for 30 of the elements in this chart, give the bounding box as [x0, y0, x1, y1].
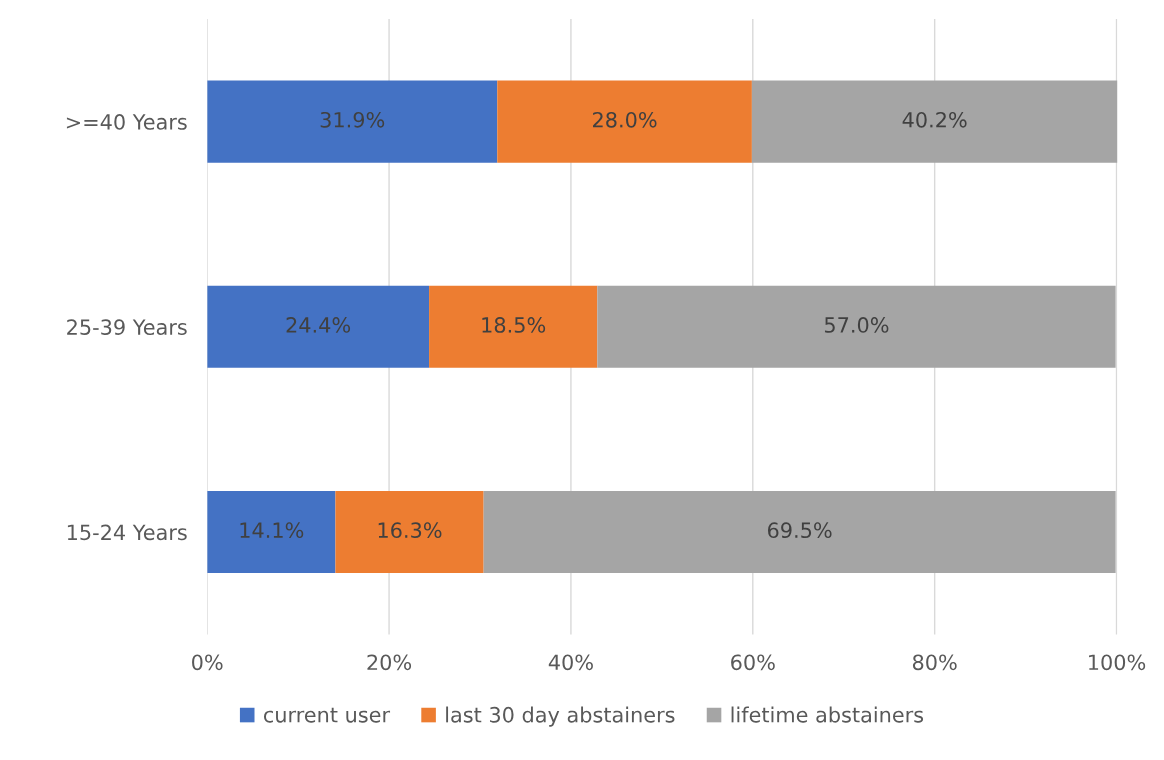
x-tick-label: 80%	[912, 654, 957, 671]
data-label: 69.5%	[767, 522, 832, 539]
bar	[597, 285, 1116, 368]
legend-label: current user	[263, 707, 391, 723]
y-tick-label: 15-24 Years	[67, 524, 187, 541]
data-label: 18.5%	[482, 317, 546, 333]
data-label: 40.2%	[902, 111, 967, 128]
legend-label: lifetime abstainers	[731, 706, 924, 723]
x-tick-label: 0%	[192, 654, 223, 671]
bar	[207, 80, 498, 163]
bar	[497, 80, 752, 163]
data-label: 14.1%	[240, 522, 304, 539]
x-tick-label: 40%	[548, 654, 593, 671]
data-label: 16.3%	[378, 522, 442, 539]
data-label: 31.9%	[320, 111, 385, 128]
x-tick-label: 20%	[367, 654, 412, 671]
x-tick-label: 60%	[731, 654, 775, 671]
bar	[207, 285, 430, 368]
data-label: 24.4%	[286, 317, 351, 333]
bar	[751, 80, 1118, 163]
bar	[483, 490, 1116, 574]
data-label: 28.0%	[593, 111, 657, 128]
data-label: 57.0%	[824, 317, 889, 333]
bar	[429, 285, 598, 368]
y-tick-label: 25-39 Years	[67, 319, 187, 336]
bar	[207, 490, 336, 574]
legend-label: last 30 day abstainers	[446, 706, 675, 727]
bar	[335, 490, 484, 574]
y-tick-label: >=40 Years	[66, 114, 187, 130]
x-tick-label: 100%	[1089, 654, 1146, 671]
